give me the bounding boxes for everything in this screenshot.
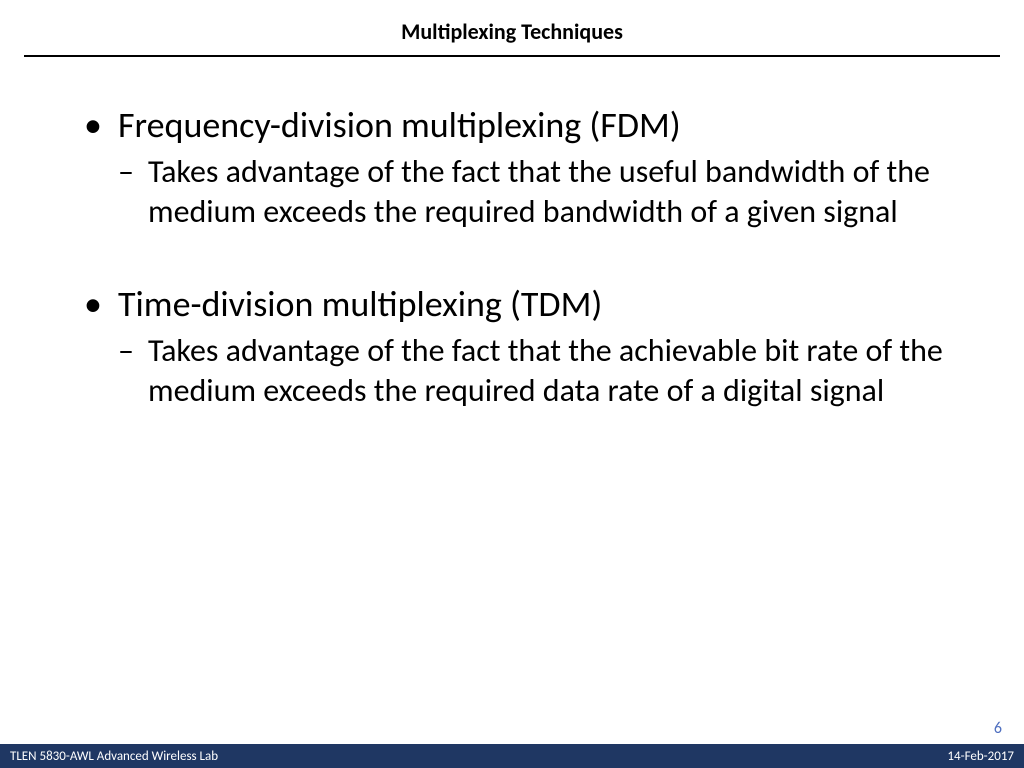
slide-content: Frequency-division multiplexing (FDM) Ta… bbox=[24, 57, 1000, 411]
bullet-item-tdm: Time-division multiplexing (TDM) Takes a… bbox=[84, 282, 960, 411]
footer-right: 14-Feb-2017 bbox=[947, 749, 1014, 764]
sub-bullet-list: Takes advantage of the fact that the use… bbox=[118, 152, 960, 232]
slide: Multiplexing Techniques Frequency-divisi… bbox=[0, 0, 1024, 768]
sub-bullet-text: Takes advantage of the fact that the ach… bbox=[148, 331, 943, 410]
bullet-text: Frequency-division multiplexing (FDM) bbox=[118, 103, 681, 147]
sub-bullet-item: Takes advantage of the fact that the ach… bbox=[118, 331, 960, 411]
page-number: 6 bbox=[994, 719, 1002, 738]
bullet-text: Time-division multiplexing (TDM) bbox=[118, 282, 602, 326]
bullet-list: Frequency-division multiplexing (FDM) Ta… bbox=[84, 103, 960, 232]
sub-bullet-item: Takes advantage of the fact that the use… bbox=[118, 152, 960, 232]
footer-bar: TLEN 5830-AWL Advanced Wireless Lab 14-F… bbox=[0, 744, 1024, 768]
sub-bullet-list: Takes advantage of the fact that the ach… bbox=[118, 331, 960, 411]
slide-title: Multiplexing Techniques bbox=[24, 18, 1000, 55]
sub-bullet-text: Takes advantage of the fact that the use… bbox=[148, 152, 930, 231]
spacer bbox=[84, 238, 960, 282]
bullet-list: Time-division multiplexing (TDM) Takes a… bbox=[84, 282, 960, 411]
footer-left: TLEN 5830-AWL Advanced Wireless Lab bbox=[10, 749, 218, 764]
bullet-item-fdm: Frequency-division multiplexing (FDM) Ta… bbox=[84, 103, 960, 232]
